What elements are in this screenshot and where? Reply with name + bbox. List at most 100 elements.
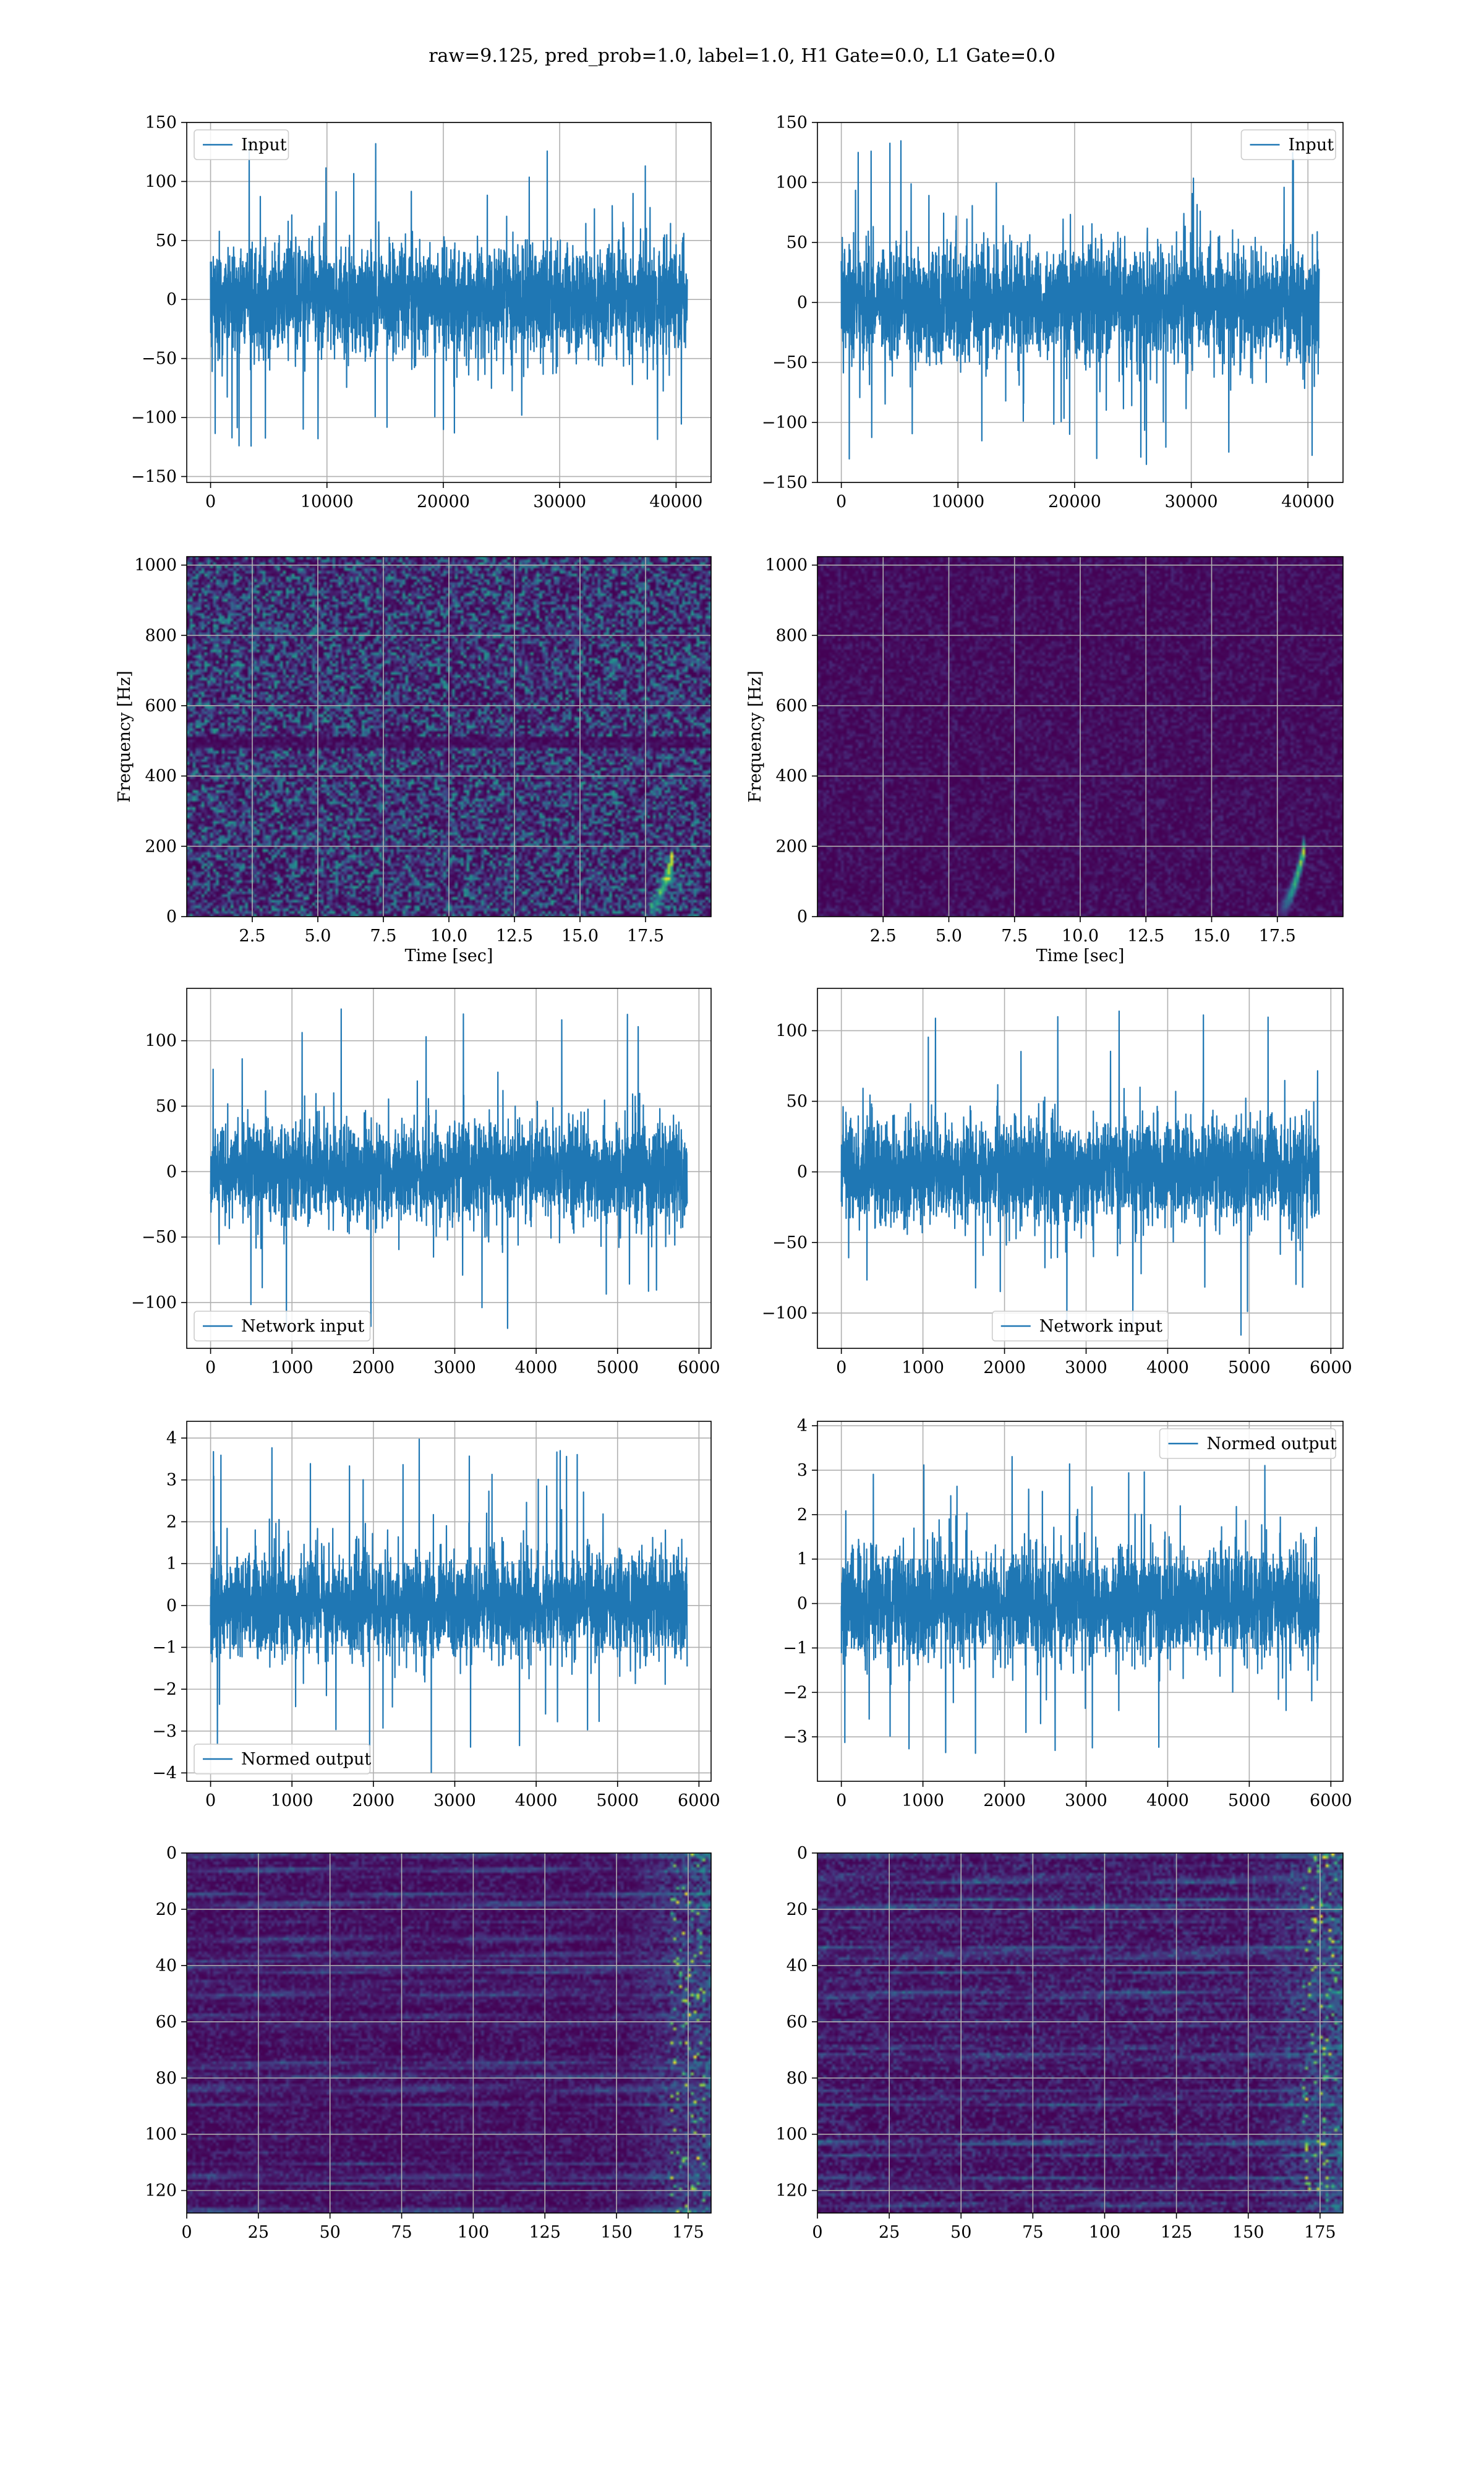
x-tick-label: 3000 xyxy=(433,1791,476,1810)
x-tick-label: 25 xyxy=(879,2223,900,2242)
ticks: 0 1000 2000 3000 4000 5000 6000 −4 −3 −2 −1 0 1 2 3 4 xyxy=(152,1429,720,1810)
subplot-r1c2: 0 10000 20000 30000 40000 −150 −100 −50 0 50 100 15… xyxy=(762,113,1344,511)
x-tick-label: 2000 xyxy=(352,1791,394,1810)
x-tick-label: 5.0 xyxy=(936,927,962,946)
y-tick-label: 40 xyxy=(156,1956,177,1975)
x-tick-label: 5000 xyxy=(596,1358,639,1377)
y-tick-label: −1 xyxy=(152,1638,177,1657)
x-tick-label: 10000 xyxy=(301,492,354,511)
x-tick-label: 1000 xyxy=(271,1358,313,1377)
y-tick-label: 0 xyxy=(797,293,808,312)
y-tick-label: 100 xyxy=(145,1032,177,1051)
y-tick-label: −50 xyxy=(142,1228,177,1247)
legend: Input xyxy=(194,129,289,160)
y-tick-label: 20 xyxy=(156,1900,177,1919)
x-tick-label: 30000 xyxy=(533,492,586,511)
x-tick-label: 75 xyxy=(1022,2223,1043,2242)
y-tick-label: 600 xyxy=(775,696,808,716)
y-axis-label: Frequency [Hz] xyxy=(115,670,134,802)
y-tick-label: 50 xyxy=(787,1092,808,1111)
y-tick-label: 1 xyxy=(797,1550,808,1569)
x-tick-label: 12.5 xyxy=(1127,927,1164,946)
subplot-r5c2: 0 25 50 75 100 125 150 175 0 20 40 60 80 100 120 xyxy=(775,1844,1344,2242)
x-tick-label: 7.5 xyxy=(370,927,397,946)
x-tick-label: 0 xyxy=(205,1358,216,1377)
y-tick-label: 120 xyxy=(145,2181,177,2201)
x-tick-label: 15.0 xyxy=(561,927,599,946)
x-tick-label: 1000 xyxy=(271,1791,313,1810)
y-tick-label: −3 xyxy=(152,1722,177,1741)
y-tick-label: 60 xyxy=(156,2013,177,2032)
y-tick-label: −4 xyxy=(152,1763,177,1783)
x-tick-label: 50 xyxy=(320,2223,341,2242)
y-tick-label: 20 xyxy=(787,1900,808,1919)
x-tick-label: 10000 xyxy=(931,492,984,511)
series-line xyxy=(210,1438,688,1773)
y-tick-label: 100 xyxy=(775,1021,808,1040)
x-tick-label: 75 xyxy=(391,2223,412,2242)
y-tick-label: 1000 xyxy=(134,556,177,575)
legend-label: Network input xyxy=(241,1317,364,1336)
grid-lines xyxy=(187,557,711,917)
x-tick-label: 150 xyxy=(600,2223,633,2242)
y-tick-label: 600 xyxy=(145,696,177,716)
x-tick-label: 0 xyxy=(836,492,846,511)
y-tick-label: 3 xyxy=(797,1461,808,1480)
y-tick-label: −2 xyxy=(783,1683,808,1702)
y-tick-label: 0 xyxy=(797,1844,808,1863)
x-tick-label: 0 xyxy=(205,492,216,511)
legend-box xyxy=(991,1311,1169,1342)
x-tick-label: 4000 xyxy=(515,1791,558,1810)
legend-box xyxy=(194,129,289,160)
x-tick-label: 3000 xyxy=(433,1358,476,1377)
x-tick-label: 4000 xyxy=(1146,1358,1189,1377)
x-tick-label: 2.5 xyxy=(870,927,897,946)
x-tick-label: 2.5 xyxy=(239,927,266,946)
x-tick-label: 3000 xyxy=(1065,1358,1107,1377)
x-tick-label: 0 xyxy=(836,1791,846,1810)
x-tick-label: 4000 xyxy=(1146,1791,1189,1810)
legend-label: Normed output xyxy=(241,1750,371,1769)
x-tick-label: 175 xyxy=(1304,2223,1336,2242)
legend-label: Network input xyxy=(1039,1317,1162,1336)
y-tick-label: 120 xyxy=(775,2181,808,2201)
x-tick-label: 100 xyxy=(1089,2223,1121,2242)
y-tick-label: 400 xyxy=(775,767,808,786)
y-tick-label: 0 xyxy=(166,907,177,927)
y-tick-label: 0 xyxy=(797,907,808,927)
x-tick-label: 0 xyxy=(812,2223,822,2242)
y-tick-label: 150 xyxy=(775,113,808,132)
x-tick-label: 2000 xyxy=(983,1791,1026,1810)
x-tick-label: 6000 xyxy=(1310,1791,1352,1810)
subplot-grid: 0 10000 20000 30000 40000−150−100−5005010015… xyxy=(115,113,1352,2242)
series-line xyxy=(840,140,1320,465)
axes-frame xyxy=(186,1852,712,2214)
x-tick-label: 3000 xyxy=(1065,1791,1107,1810)
y-tick-label: 0 xyxy=(166,1596,177,1616)
subplot-r4c2: 0 1000 2000 3000 4000 5000 6000 −3 −2 −1 0 1 2 3 4 Norm… xyxy=(783,1416,1352,1810)
x-tick-label: 5.0 xyxy=(305,927,331,946)
x-tick-label: 6000 xyxy=(678,1358,720,1377)
y-tick-label: −150 xyxy=(131,467,177,486)
y-tick-label: 800 xyxy=(775,626,808,645)
x-tick-label: 10.0 xyxy=(430,927,467,946)
y-tick-label: 50 xyxy=(156,231,177,250)
y-tick-label: 100 xyxy=(145,2125,177,2144)
ticks: 0 1000 2000 3000 4000 5000 6000 −100 −50 0 50 100 xyxy=(131,1032,720,1377)
y-tick-label: 150 xyxy=(145,113,177,132)
y-tick-label: 0 xyxy=(797,1594,808,1614)
x-tick-label: 40000 xyxy=(1281,492,1334,511)
y-tick-label: 3 xyxy=(166,1471,177,1490)
x-tick-label: 10.0 xyxy=(1062,927,1099,946)
y-tick-label: 80 xyxy=(787,2069,808,2088)
x-tick-label: 7.5 xyxy=(1001,927,1028,946)
y-tick-label: −50 xyxy=(142,349,177,369)
x-tick-label: 125 xyxy=(1161,2223,1193,2242)
x-tick-label: 175 xyxy=(672,2223,704,2242)
y-tick-label: 80 xyxy=(156,2069,177,2088)
x-tick-label: 15.0 xyxy=(1193,927,1230,946)
y-tick-label: 0 xyxy=(166,1162,177,1181)
x-tick-label: 6000 xyxy=(678,1791,720,1810)
y-tick-label: 60 xyxy=(787,2013,808,2032)
